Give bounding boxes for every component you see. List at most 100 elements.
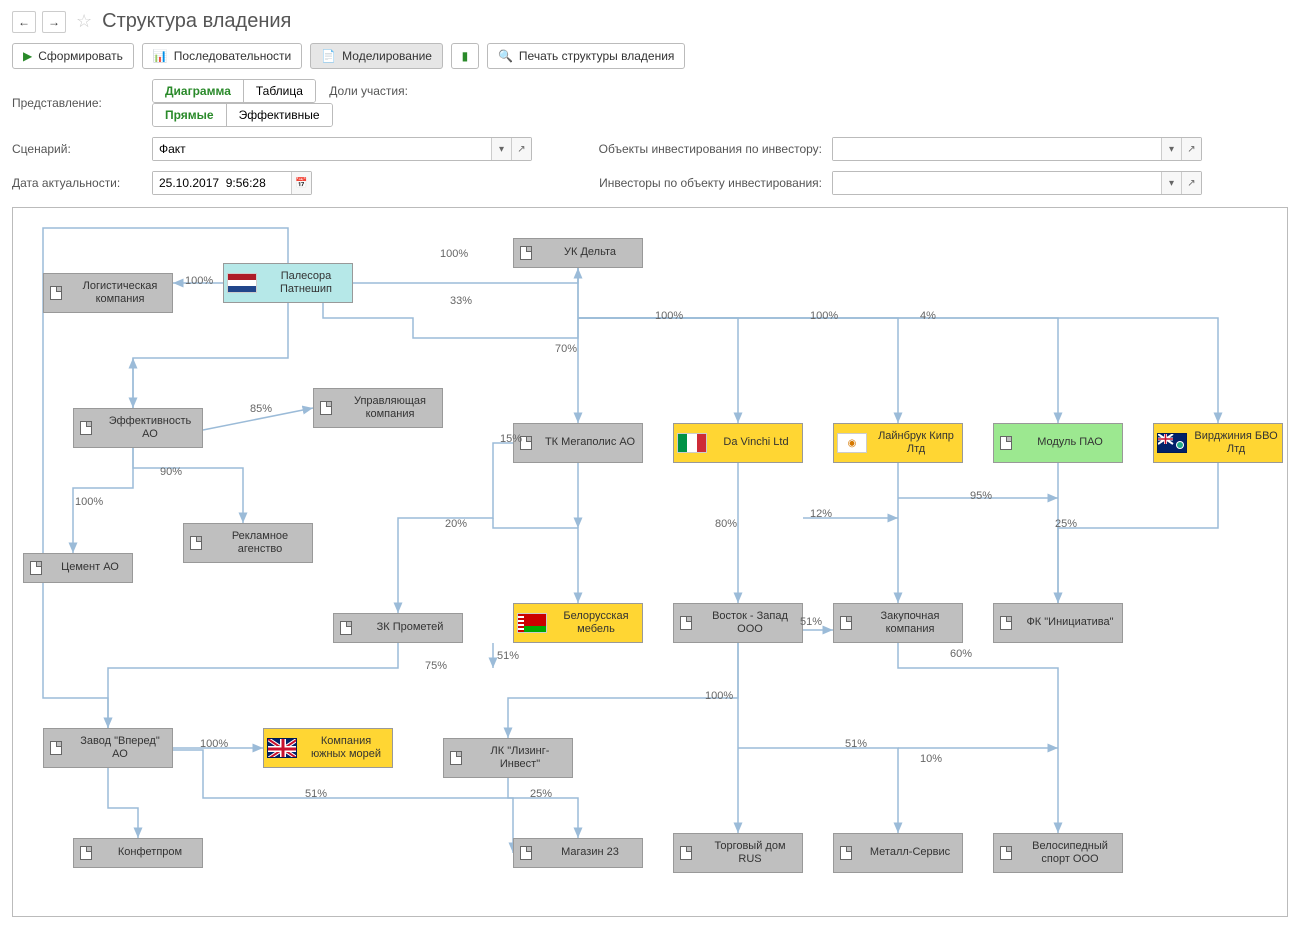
edge-label: 33% xyxy=(448,295,474,307)
doc-icon xyxy=(674,834,698,872)
diagram-node[interactable]: Восток - Запад ООО xyxy=(673,603,803,643)
chevron-down-icon[interactable]: ▾ xyxy=(491,138,511,160)
node-label: Управляющая компания xyxy=(338,393,442,423)
open-icon[interactable]: ↗ xyxy=(1181,138,1201,160)
edge-label: 25% xyxy=(1053,518,1079,530)
node-label: Завод "Вперед" АО xyxy=(68,733,172,763)
sequences-button[interactable]: 📊 Последовательности xyxy=(142,43,302,69)
diagram-node[interactable]: Закупочная компания xyxy=(833,603,963,643)
diagram-node[interactable]: Da Vinchi Ltd xyxy=(673,423,803,463)
edge-label: 100% xyxy=(73,496,105,508)
star-icon[interactable]: ☆ xyxy=(76,11,92,32)
shares-effective-button[interactable]: Эффективные xyxy=(227,104,332,126)
doc-icon xyxy=(184,524,208,562)
edge-label: 100% xyxy=(183,275,215,287)
params-panel: Представление: Диаграмма Таблица Доли уч… xyxy=(0,79,1300,207)
diagram-node[interactable]: Магазин 23 xyxy=(513,838,643,868)
view-label: Представление: xyxy=(12,96,152,110)
scenario-input[interactable]: ▾ ↗ xyxy=(152,137,532,161)
node-label: Da Vinchi Ltd xyxy=(710,434,802,451)
diagram-node[interactable]: Велосипедный спорт ООО xyxy=(993,833,1123,873)
doc-icon xyxy=(834,604,858,642)
doc-icon xyxy=(514,839,538,867)
diagram-canvas[interactable]: Логистическая компания Палесора Патнешип У… xyxy=(12,207,1288,917)
objects-input[interactable]: ▾ ↗ xyxy=(832,137,1202,161)
node-label: Конфетпром xyxy=(98,844,202,861)
chevron-down-icon[interactable]: ▾ xyxy=(1161,138,1181,160)
node-label: Восток - Запад ООО xyxy=(698,608,802,638)
doc-icon xyxy=(74,409,98,447)
edge-label: 100% xyxy=(808,310,840,322)
chevron-down-icon[interactable]: ▾ xyxy=(1161,172,1181,194)
edge-label: 20% xyxy=(443,518,469,530)
print-button[interactable]: 🔍 Печать структуры владения xyxy=(487,43,685,69)
node-label: УК Дельта xyxy=(538,244,642,261)
edge-label: 100% xyxy=(198,738,230,750)
doc-icon xyxy=(994,424,1018,462)
edge-label: 70% xyxy=(553,343,579,355)
diagram-node[interactable]: Конфетпром xyxy=(73,838,203,868)
flag-icon xyxy=(514,604,550,642)
doc-icon xyxy=(44,729,68,767)
node-label: ТК Мегаполис АО xyxy=(538,434,642,451)
diagram-node[interactable]: Торговый дом RUS xyxy=(673,833,803,873)
diagram-node[interactable]: УК Дельта xyxy=(513,238,643,268)
investors-field[interactable] xyxy=(833,172,1161,194)
modeling-button[interactable]: 📄 Моделирование xyxy=(310,43,443,69)
open-icon[interactable]: ↗ xyxy=(1181,172,1201,194)
back-button[interactable]: ← xyxy=(12,11,36,33)
diagram-node[interactable]: Цемент АО xyxy=(23,553,133,583)
calendar-icon[interactable]: 📅 xyxy=(291,172,311,194)
diagram-node[interactable]: Рекламное агенство xyxy=(183,523,313,563)
diagram-node[interactable]: ЛК "Лизинг-Инвест" xyxy=(443,738,573,778)
search-doc-icon: 🔍 xyxy=(498,49,513,63)
investors-input[interactable]: ▾ ↗ xyxy=(832,171,1202,195)
flag-icon xyxy=(224,264,260,302)
play-icon: ▶ xyxy=(23,49,32,63)
diagram-node[interactable]: ФК "Инициатива" xyxy=(993,603,1123,643)
edge-label: 75% xyxy=(423,660,449,672)
doc-icon: 📄 xyxy=(321,49,336,63)
flag-icon xyxy=(1154,424,1190,462)
edge-label: 51% xyxy=(798,616,824,628)
node-label: Торговый дом RUS xyxy=(698,838,802,868)
date-input[interactable]: 📅 xyxy=(152,171,312,195)
forward-button[interactable]: → xyxy=(42,11,66,33)
edge-label: 95% xyxy=(968,490,994,502)
node-label: Металл-Сервис xyxy=(858,844,962,861)
form-button[interactable]: ▶ Сформировать xyxy=(12,43,134,69)
diagram-node[interactable]: Металл-Сервис xyxy=(833,833,963,873)
view-diagram-button[interactable]: Диаграмма xyxy=(153,80,244,102)
edge-label: 90% xyxy=(158,466,184,478)
node-label: Белорусская мебель xyxy=(550,608,642,638)
book-button[interactable]: ▮ xyxy=(451,43,479,69)
edge-label: 100% xyxy=(653,310,685,322)
diagram-node[interactable]: Палесора Патнешип xyxy=(223,263,353,303)
doc-icon xyxy=(334,614,358,642)
doc-icon xyxy=(314,389,338,427)
open-icon[interactable]: ↗ xyxy=(511,138,531,160)
objects-field[interactable] xyxy=(833,138,1161,160)
scenario-field[interactable] xyxy=(153,138,491,160)
diagram-node[interactable]: Эффективность АО xyxy=(73,408,203,448)
edge-label: 100% xyxy=(703,690,735,702)
date-field[interactable] xyxy=(153,172,291,194)
edge-label: 80% xyxy=(713,518,739,530)
node-label: Рекламное агенство xyxy=(208,528,312,558)
diagram-node[interactable]: ◉Лайнбрук Кипр Лтд xyxy=(833,423,963,463)
diagram-node[interactable]: Логистическая компания xyxy=(43,273,173,313)
view-table-button[interactable]: Таблица xyxy=(244,80,315,102)
diagram-node[interactable]: Белорусская мебель xyxy=(513,603,643,643)
diagram-node[interactable]: Вирджиния БВО Лтд xyxy=(1153,423,1283,463)
flag-icon: ◉ xyxy=(834,424,870,462)
investors-label: Инвесторы по объекту инвестирования: xyxy=(552,176,832,190)
diagram-node[interactable]: Завод "Вперед" АО xyxy=(43,728,173,768)
chart-icon: 📊 xyxy=(153,49,168,63)
diagram-node[interactable]: Модуль ПАО xyxy=(993,423,1123,463)
diagram-node[interactable]: Управляющая компания xyxy=(313,388,443,428)
edge-label: 10% xyxy=(918,753,944,765)
shares-direct-button[interactable]: Прямые xyxy=(153,104,227,126)
diagram-node[interactable]: ЗК Прометей xyxy=(333,613,463,643)
diagram-node[interactable]: Компания южных морей xyxy=(263,728,393,768)
diagram-node[interactable]: ТК Мегаполис АО xyxy=(513,423,643,463)
